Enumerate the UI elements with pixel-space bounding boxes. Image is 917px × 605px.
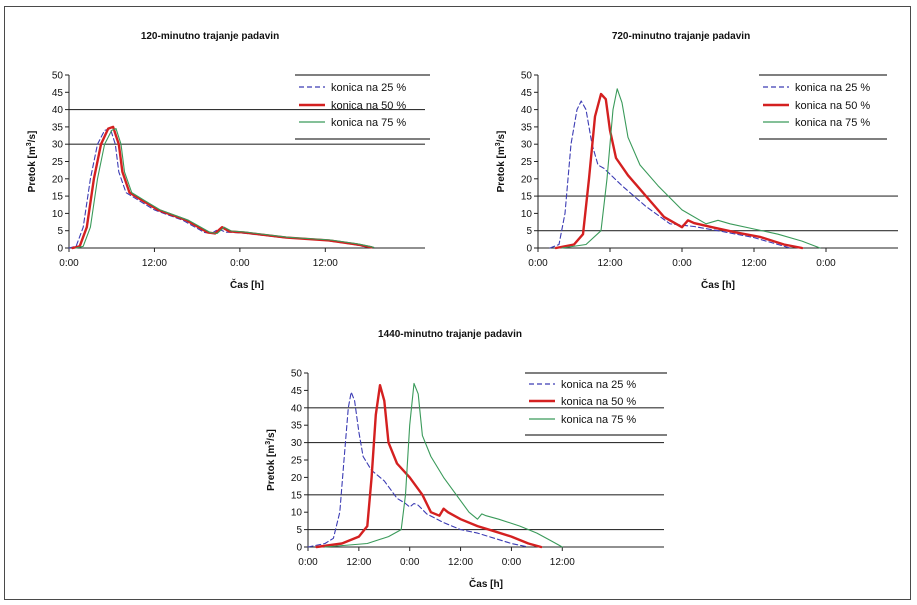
x-tick-label: 0:00 bbox=[298, 557, 318, 568]
y-axis-label-sup: 3 bbox=[265, 441, 272, 445]
y-axis-label-main: Pretok [m bbox=[266, 445, 277, 491]
x-tick-label: 12:00 bbox=[550, 557, 575, 568]
y-tick-label: 30 bbox=[52, 140, 64, 151]
legend: konica na 25 % konica na 50 % konica na 75… bbox=[295, 74, 430, 140]
y-tick-label: 25 bbox=[52, 157, 64, 168]
series-line-1 bbox=[549, 100, 791, 249]
y-tick-label: 5 bbox=[57, 226, 63, 237]
y-tick-label: 10 bbox=[52, 209, 64, 220]
x-axis-label: Čas [h] bbox=[701, 278, 735, 291]
y-tick-label: 35 bbox=[521, 122, 533, 133]
x-tick-label: 0:00 bbox=[502, 557, 522, 568]
y-tick-label: 45 bbox=[291, 386, 303, 397]
legend-label-1: konica na 25 % bbox=[795, 82, 870, 94]
x-axis-label: Čas [h] bbox=[230, 278, 264, 291]
y-tick-label: 20 bbox=[291, 473, 303, 484]
legend: konica na 25 % konica na 50 % konica na 75… bbox=[759, 74, 887, 140]
series-line-2 bbox=[315, 384, 543, 549]
series-line-1 bbox=[307, 391, 529, 548]
legend-label-3: konica na 75 % bbox=[331, 117, 406, 129]
y-tick-label: 35 bbox=[291, 421, 303, 432]
y-tick-label: 50 bbox=[52, 71, 64, 82]
x-tick-label: 12:00 bbox=[597, 258, 622, 269]
chart-title: 720-minutno trajanje padavin bbox=[612, 31, 750, 42]
legend: konica na 25 % konica na 50 % konica na 75… bbox=[525, 372, 667, 436]
y-tick-label: 30 bbox=[291, 438, 303, 449]
y-tick-label: 50 bbox=[521, 71, 533, 82]
x-tick-label: 0:00 bbox=[59, 258, 79, 269]
y-axis-label: Pretok [m3/s] bbox=[26, 131, 38, 193]
y-axis-label-main: Pretok [m bbox=[496, 146, 507, 192]
x-tick-label: 0:00 bbox=[400, 557, 420, 568]
series-line-2 bbox=[71, 125, 373, 250]
y-tick-label: 5 bbox=[526, 226, 532, 237]
y-tick-label: 25 bbox=[291, 456, 303, 467]
y-axis-label-end: /s] bbox=[27, 131, 38, 143]
x-tick-label: 12:00 bbox=[313, 258, 338, 269]
series-line-2 bbox=[554, 92, 804, 250]
x-tick-label: 12:00 bbox=[741, 258, 766, 269]
y-tick-label: 0 bbox=[296, 543, 302, 554]
charts-svg: 120-minutno trajanje padavin051015202530… bbox=[26, 31, 898, 590]
chart-title: 120-minutno trajanje padavin bbox=[141, 31, 279, 42]
x-tick-label: 12:00 bbox=[346, 557, 371, 568]
x-tick-label: 0:00 bbox=[528, 258, 548, 269]
y-tick-label: 45 bbox=[52, 88, 64, 99]
y-tick-label: 35 bbox=[52, 122, 64, 133]
chart-title: 1440-minutno trajanje padavin bbox=[378, 329, 522, 340]
y-tick-label: 40 bbox=[521, 105, 533, 116]
series-line-3 bbox=[324, 382, 563, 548]
y-tick-label: 20 bbox=[521, 174, 533, 185]
legend-label-1: konica na 25 % bbox=[561, 379, 636, 391]
y-axis-label-end: /s] bbox=[266, 429, 277, 441]
y-axis-label-main: Pretok [m bbox=[27, 146, 38, 192]
y-tick-label: 40 bbox=[291, 403, 303, 414]
y-tick-label: 25 bbox=[521, 157, 533, 168]
series-line-3 bbox=[75, 128, 375, 249]
legend-label-3: konica na 75 % bbox=[561, 414, 636, 426]
y-axis-label-sup: 3 bbox=[26, 142, 33, 146]
legend-label-2: konica na 50 % bbox=[795, 100, 870, 112]
x-tick-label: 0:00 bbox=[230, 258, 250, 269]
y-tick-label: 20 bbox=[52, 174, 64, 185]
x-axis-label: Čas [h] bbox=[469, 577, 503, 590]
x-tick-label: 12:00 bbox=[142, 258, 167, 269]
x-tick-label: 12:00 bbox=[448, 557, 473, 568]
y-tick-label: 30 bbox=[521, 140, 533, 151]
y-tick-label: 50 bbox=[291, 369, 303, 380]
legend-label-2: konica na 50 % bbox=[561, 396, 636, 408]
y-tick-label: 0 bbox=[57, 244, 63, 255]
y-tick-label: 15 bbox=[52, 192, 64, 203]
legend-label-2: konica na 50 % bbox=[331, 100, 406, 112]
y-axis-label: Pretok [m3/s] bbox=[495, 131, 507, 193]
y-tick-label: 10 bbox=[521, 209, 533, 220]
chart-3: 1440-minutno trajanje padavin 0 5 10 15 20 25 3… bbox=[265, 329, 667, 590]
y-tick-label: 15 bbox=[291, 490, 303, 501]
y-tick-label: 40 bbox=[52, 105, 64, 116]
legend-label-1: konica na 25 % bbox=[331, 82, 406, 94]
y-tick-label: 45 bbox=[521, 88, 533, 99]
y-tick-label: 10 bbox=[291, 508, 303, 519]
legend-label-3: konica na 75 % bbox=[795, 117, 870, 129]
y-axis-label-end: /s] bbox=[496, 131, 507, 143]
series-line-3 bbox=[561, 88, 821, 249]
y-tick-label: 15 bbox=[521, 192, 533, 203]
x-tick-label: 0:00 bbox=[672, 258, 692, 269]
y-tick-label: 5 bbox=[296, 525, 302, 536]
chart-2: 720-minutno trajanje padavin051015202530… bbox=[495, 31, 898, 291]
y-axis-label-sup: 3 bbox=[495, 142, 502, 146]
chart-1: 120-minutno trajanje padavin051015202530… bbox=[26, 31, 430, 291]
y-tick-label: 0 bbox=[526, 244, 532, 255]
x-tick-label: 0:00 bbox=[816, 258, 836, 269]
y-axis-label: Pretok [m3/s] bbox=[265, 429, 277, 491]
figure-frame: 120-minutno trajanje padavin 0 5 10 15 20 25 30… bbox=[4, 6, 911, 600]
